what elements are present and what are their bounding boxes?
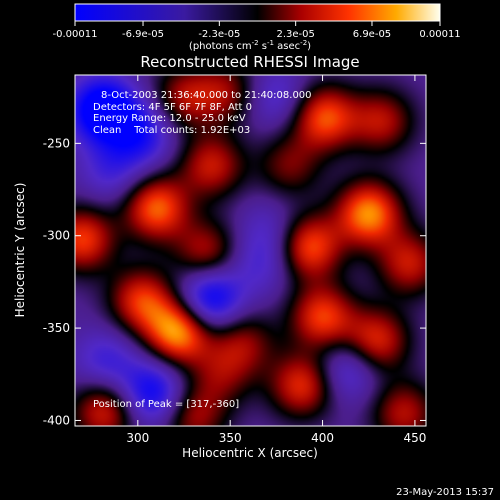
- annotation-clean-counts: Clean Total counts: 1.92E+03: [93, 125, 250, 136]
- x-tick-label: 300: [126, 431, 149, 445]
- chart-title: Reconstructed RHESSI Image: [140, 53, 359, 71]
- y-axis-ticks: -250 -300 -350 -400: [43, 136, 426, 427]
- y-tick-label: -250: [43, 136, 70, 150]
- colorbar-tick-label: 0.00011: [419, 29, 460, 40]
- plot-frame: [74, 74, 427, 427]
- y-tick-label: -400: [43, 413, 70, 427]
- y-tick-label: -300: [43, 229, 70, 243]
- annotation-energy-range: Energy Range: 12.0 - 25.0 keV: [93, 113, 246, 124]
- colorbar-unit-label: (photons cm-2 s-1 asec-2): [189, 39, 311, 52]
- colorbar-tick-label: -2.3e-05: [198, 29, 240, 40]
- colorbar: -0.00011 -6.9e-05 -2.3e-05 2.3e-05 6.9e-05 0.…: [53, 3, 461, 52]
- colorbar-tick-label: -0.00011: [53, 29, 98, 40]
- x-tick-label: 400: [311, 431, 334, 445]
- info-annotations: 8-Oct-2003 21:36:40.000 to 21:40:08.000 …: [93, 90, 312, 136]
- x-tick-label: 450: [403, 431, 426, 445]
- y-axis-label: Heliocentric Y (arcsec): [13, 183, 27, 318]
- colorbar-tick-label: 2.3e-05: [276, 29, 314, 40]
- colorbar-tick-label: 6.9e-05: [353, 29, 391, 40]
- colorbar-gradient: [74, 3, 441, 22]
- annotation-detectors: Detectors: 4F 5F 6F 7F 8F, Att 0: [93, 102, 252, 113]
- footer-timestamp: 23-May-2013 15:37: [396, 487, 494, 498]
- heatmap: [75, 75, 426, 426]
- y-tick-label: -350: [43, 321, 70, 335]
- peak-position-label: Position of Peak = [317,-360]: [93, 399, 239, 410]
- colorbar-ticks: -0.00011 -6.9e-05 -2.3e-05 2.3e-05 6.9e-05 0.…: [53, 21, 461, 40]
- x-axis-ticks: 300 350 400 450: [126, 75, 426, 445]
- heatmap-image: [75, 75, 426, 426]
- colorbar-tick-label: -6.9e-05: [122, 29, 164, 40]
- x-axis-label: Heliocentric X (arcsec): [182, 446, 318, 460]
- x-tick-label: 350: [219, 431, 242, 445]
- annotation-time-range: 8-Oct-2003 21:36:40.000 to 21:40:08.000: [101, 90, 312, 101]
